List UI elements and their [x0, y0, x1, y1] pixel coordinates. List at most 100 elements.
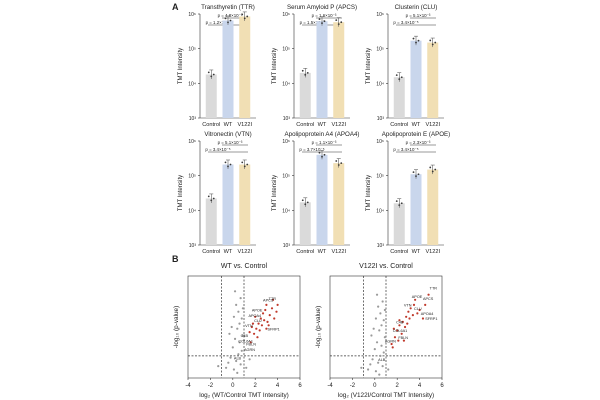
x-tick-label: 4 [418, 383, 422, 389]
x-tick-label: 2 [396, 383, 400, 389]
protein-label: FBLN [246, 343, 256, 347]
protein-label: ALB [378, 358, 386, 362]
replicate-dot [227, 165, 229, 168]
bar-control [393, 203, 405, 245]
sig-point [397, 339, 400, 342]
nonsig-point [241, 307, 244, 310]
replicate-dot [229, 19, 232, 22]
y-tick-label: 10⁴ [188, 208, 196, 214]
nonsig-point [381, 365, 384, 368]
replicate-dot [210, 199, 213, 202]
replicate-dot [241, 13, 244, 16]
replicate-dot [337, 164, 340, 166]
nonsig-point [224, 366, 228, 369]
nonsig-point [235, 303, 238, 306]
replicate-dot [431, 170, 434, 173]
nonsig-point [236, 327, 239, 330]
bar-v122i [427, 42, 439, 119]
replicate-dot [337, 23, 340, 26]
replicate-dot [417, 173, 420, 176]
nonsig-point [232, 368, 236, 371]
replicate-dot [318, 18, 321, 20]
nonsig-point [377, 305, 380, 308]
y-axis-label: TMT Intensity [366, 175, 372, 211]
x-tick-label: Control [390, 122, 408, 128]
sig-point [252, 332, 256, 335]
y-tick-label: 10³ [189, 116, 197, 122]
y-tick-label: 10⁵ [376, 174, 384, 180]
nonsig-point [382, 351, 385, 354]
nonsig-point [375, 341, 379, 344]
sig-point [424, 303, 427, 306]
replicate-dot [412, 37, 415, 40]
y-tick-label: 10⁶ [188, 139, 196, 145]
nonsig-point [248, 358, 251, 361]
replicate-dot [434, 168, 437, 171]
replicate-dot [318, 151, 321, 154]
x-tick-label: Control [296, 249, 314, 255]
replicate-dot [212, 73, 215, 76]
replicate-dot [395, 74, 398, 77]
nonsig-point [237, 353, 240, 356]
replicate-dot [246, 15, 249, 18]
nonsig-point [387, 368, 390, 371]
x-tick-label: -4 [327, 383, 333, 389]
protein-label: CLU [414, 307, 422, 311]
bar-control [205, 198, 217, 245]
x-tick-label: V122I [237, 249, 252, 255]
nonsig-point [366, 368, 370, 371]
sig-point [266, 320, 269, 323]
replicate-dot [301, 199, 304, 202]
x-tick-label: -4 [185, 383, 191, 389]
nonsig-point [233, 337, 237, 340]
pvalue-label: p = 1.5×10⁻³ [300, 20, 325, 25]
nonsig-point [370, 334, 373, 337]
y-tick-label: 10³ [377, 116, 385, 122]
x-tick-label: 0 [373, 383, 377, 389]
x-tick-label: 6 [298, 383, 302, 389]
nonsig-point [371, 358, 374, 361]
x-tick-label: V122I [425, 122, 440, 128]
x-tick-label: 4 [276, 383, 280, 389]
y-axis-label: -log₁₀ (p-value) [315, 306, 322, 348]
nonsig-point [217, 365, 220, 368]
nonsig-point [236, 371, 239, 374]
y-tick-label: 10⁴ [376, 208, 384, 214]
sig-point [408, 317, 411, 320]
x-axis-label: log₂ (WT/Control TMT Intensity) [199, 392, 289, 399]
pvalue-label: p = 1.6×10⁻³ [312, 13, 337, 18]
x-tick-label: Control [202, 249, 220, 255]
bar-chart-4: Apolipoprotein A4 (APOA4) 10³ 10⁴ 10⁵ 10⁶ TMT… [272, 131, 359, 255]
protein-label: APOE [412, 295, 423, 299]
nonsig-point [374, 370, 378, 373]
sig-point [409, 307, 412, 310]
y-tick-label: 10³ [283, 116, 291, 122]
replicate-dot [246, 163, 249, 166]
x-tick-label: WT [318, 249, 327, 255]
sig-point [260, 324, 264, 327]
protein-label: APOE [252, 309, 263, 313]
replicate-dot [398, 204, 401, 207]
y-axis-label: TMT Intensity [366, 48, 372, 84]
pvalue-label: p = 3.4×10⁻⁵ [393, 20, 418, 25]
x-tick-label: V122I [237, 122, 252, 128]
pvalue-label: p = 1.1×10⁻³ [312, 140, 337, 145]
sig-point [263, 319, 266, 322]
sig-point [400, 332, 403, 335]
bar-wt [316, 154, 328, 245]
sig-point [275, 310, 278, 313]
y-tick-label: 10³ [189, 243, 197, 249]
pvalue-label: p = 3.7×10⁻⁵ [299, 147, 324, 152]
nonsig-point [374, 317, 378, 320]
nonsig-point [240, 317, 243, 320]
bar-wt [410, 40, 422, 118]
replicate-dot [400, 76, 403, 79]
nonsig-point [241, 334, 244, 337]
sig-point [398, 319, 401, 322]
bar-v122i [239, 16, 251, 119]
bar-chart-5: Apolipoprotein E (APOE) 10³ 10⁴ 10⁵ 10⁶ TMT I… [366, 131, 450, 255]
sig-point [257, 322, 260, 325]
nonsig-point [375, 293, 379, 296]
y-tick-label: 10⁶ [282, 12, 290, 18]
sig-point [261, 312, 265, 315]
